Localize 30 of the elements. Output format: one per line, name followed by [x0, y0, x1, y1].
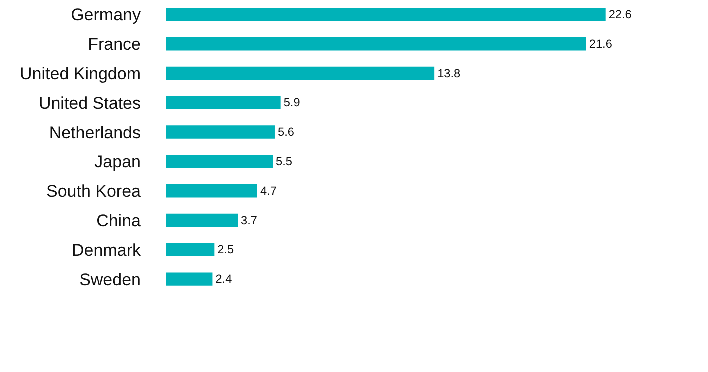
data-label: 2.5	[218, 242, 235, 257]
data-label: 2.4	[216, 272, 233, 286]
data-label: 3.7	[241, 213, 258, 228]
bar	[166, 214, 238, 228]
bar	[166, 243, 215, 257]
bar	[166, 37, 586, 51]
bar	[166, 184, 258, 198]
y-tick-label: United States	[38, 94, 141, 113]
data-label: 5.9	[284, 96, 301, 110]
data-label: 13.8	[438, 66, 462, 80]
y-tick-label: South Korea	[46, 182, 142, 202]
data-label: 22.6	[608, 8, 632, 22]
y-tick-label: France	[88, 35, 141, 54]
bar	[166, 66, 435, 80]
data-label: 21.6	[589, 36, 613, 51]
data-label: 4.7	[260, 184, 277, 198]
y-tick-label: United Kingdom	[20, 64, 141, 84]
data-label: 5.6	[278, 125, 295, 140]
bar	[166, 8, 606, 22]
y-tick-label: China	[96, 211, 142, 230]
bar	[166, 155, 274, 168]
data-label: 5.5	[276, 154, 293, 169]
bar	[166, 96, 281, 110]
y-tick-label: Germany	[71, 6, 142, 25]
bar	[166, 126, 275, 139]
y-tick-label: Denmark	[72, 240, 142, 260]
bar	[166, 272, 213, 286]
y-tick-label: Japan	[94, 152, 141, 172]
y-tick-label: Sweden	[80, 270, 141, 290]
y-tick-label: Netherlands	[49, 123, 141, 142]
